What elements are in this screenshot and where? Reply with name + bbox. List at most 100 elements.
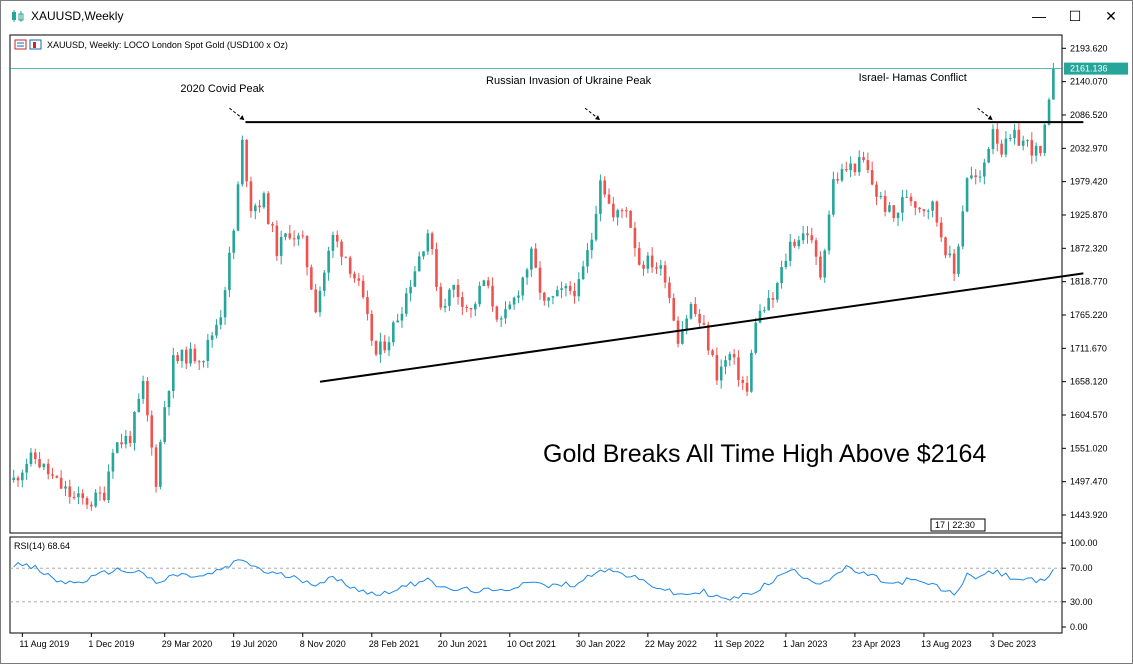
rsi-tick-label: 100.00: [1070, 538, 1098, 548]
candle: [443, 298, 447, 313]
candle-body: [146, 381, 149, 416]
candle: [745, 375, 749, 396]
candle: [801, 225, 805, 245]
close-button[interactable]: ✕: [1105, 7, 1117, 24]
candle: [59, 470, 63, 490]
candle-body: [844, 169, 848, 171]
candle-body: [1052, 68, 1055, 100]
candle-body: [439, 286, 443, 308]
candle-body: [456, 284, 460, 298]
candle-body: [98, 492, 102, 494]
candle-body: [348, 257, 352, 274]
candle-body: [486, 280, 490, 286]
candle: [918, 206, 921, 213]
candle: [228, 246, 231, 298]
candle-body: [538, 267, 542, 293]
candle-body: [404, 293, 408, 314]
candle-body: [1034, 145, 1038, 156]
candle-body: [42, 463, 46, 468]
candle: [603, 176, 607, 198]
candle: [909, 193, 913, 207]
candle: [232, 228, 236, 260]
candle: [594, 205, 598, 242]
candle-body: [836, 179, 839, 181]
rsi-tick-label: 0.00: [1070, 622, 1088, 632]
candle: [439, 282, 443, 311]
candle-body: [1021, 140, 1025, 146]
candle-body: [124, 435, 128, 445]
candle: [1039, 145, 1042, 157]
annotation-arrowhead: [595, 115, 601, 121]
maximize-button[interactable]: ☐: [1068, 7, 1082, 24]
candle: [163, 400, 166, 445]
candle-body: [711, 350, 714, 356]
candle: [499, 315, 503, 327]
candle-body: [370, 313, 374, 341]
candle-body: [840, 169, 844, 181]
price-chart[interactable]: XAUUSD, Weekly: LOCO London Spot Gold (U…: [9, 34, 1130, 656]
candle: [530, 246, 533, 278]
candle-body: [555, 290, 559, 297]
candle-body: [159, 442, 162, 487]
candle-body: [102, 492, 106, 501]
candlestick-series: 2161.136: [10, 62, 1128, 511]
candle: [702, 315, 706, 326]
candle: [952, 249, 956, 282]
candle: [1021, 135, 1025, 151]
chart-area[interactable]: XAUUSD, Weekly: LOCO London Spot Gold (U…: [9, 34, 1130, 656]
candle-body: [314, 289, 317, 313]
candle-body: [51, 474, 54, 476]
candle-body: [590, 239, 594, 251]
candle-body: [81, 493, 85, 499]
candle: [38, 451, 41, 469]
candle: [90, 501, 93, 511]
candle-body: [784, 260, 788, 268]
candle-body: [206, 339, 210, 361]
candle: [974, 169, 978, 185]
candle-body: [374, 340, 378, 355]
candle-body: [612, 203, 615, 218]
candle: [607, 188, 611, 205]
candle: [732, 349, 736, 365]
candle-body: [504, 309, 507, 319]
candle: [983, 158, 986, 185]
candle: [176, 352, 179, 364]
candle: [275, 220, 279, 261]
candle: [948, 245, 952, 258]
candle: [1030, 132, 1034, 164]
y-tick-label: 1979.420: [1070, 177, 1108, 187]
candle-body: [184, 349, 188, 364]
candle: [210, 331, 214, 348]
candle: [961, 205, 965, 250]
candle-body: [12, 477, 15, 481]
candle-body: [560, 288, 563, 291]
candle: [965, 177, 969, 213]
candle-body: [172, 355, 175, 392]
window-titlebar[interactable]: XAUUSD,Weekly — ☐ ✕: [1, 1, 1132, 31]
candle: [331, 231, 335, 258]
candle: [581, 260, 585, 280]
candle: [814, 237, 818, 266]
candle: [650, 247, 654, 273]
chart-annotations: 2020 Covid Peak Russian Invasion of Ukrai…: [180, 72, 993, 121]
candle: [72, 491, 76, 500]
minimize-button[interactable]: —: [1032, 8, 1046, 24]
candle: [823, 248, 827, 283]
candle-body: [521, 277, 525, 296]
candle: [914, 201, 917, 216]
candle: [819, 251, 822, 280]
candle-body: [603, 180, 607, 195]
candle: [629, 210, 632, 228]
y-tick-label: 1711.670: [1070, 343, 1107, 353]
candle: [590, 232, 594, 259]
current-price-label: 2161.136: [1070, 64, 1108, 74]
candle: [357, 273, 361, 287]
candle-body: [573, 290, 576, 297]
candle: [883, 190, 887, 217]
y-tick-label: 1551.020: [1070, 443, 1108, 453]
candle-body: [33, 452, 37, 460]
candle: [465, 304, 468, 313]
price-y-axis: 2193.620 2140.070 2086.520 2032.970 1979.420…: [1062, 43, 1108, 520]
candle: [55, 475, 59, 479]
candle: [1026, 139, 1029, 147]
